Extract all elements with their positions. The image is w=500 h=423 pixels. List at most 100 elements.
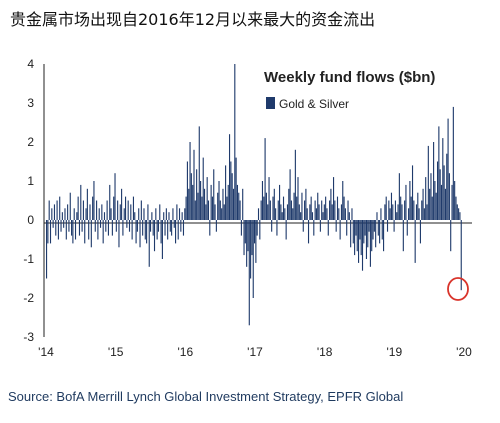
bar: [213, 169, 215, 220]
bar: [329, 200, 331, 220]
bar: [206, 177, 208, 220]
bar: [138, 208, 140, 220]
bar: [369, 220, 371, 267]
x-tick-label: '20: [456, 345, 472, 359]
bar: [294, 149, 296, 220]
bar: [144, 220, 146, 240]
bar: [423, 208, 425, 220]
bar: [343, 196, 345, 220]
bar: [271, 220, 273, 232]
highlight-circle: [447, 277, 469, 301]
bar: [313, 220, 315, 236]
bar: [56, 200, 58, 220]
bar: [67, 204, 69, 220]
bar: [143, 208, 145, 220]
bar: [310, 196, 312, 220]
bar: [269, 200, 271, 220]
bar: [454, 181, 456, 220]
y-tick-label: -1: [23, 252, 34, 266]
bar: [300, 212, 302, 220]
bar: [164, 220, 166, 236]
bar: [231, 173, 233, 220]
bar: [452, 106, 454, 220]
bar: [86, 188, 88, 220]
bar: [197, 192, 199, 220]
bar: [451, 184, 453, 220]
legend-swatch: [266, 97, 275, 109]
bar: [80, 184, 82, 220]
bar: [288, 188, 290, 220]
bar: [290, 200, 292, 220]
bar: [256, 220, 258, 236]
bar: [248, 220, 250, 326]
bar: [178, 208, 181, 220]
x-tick-label: '14: [38, 345, 54, 359]
bar: [417, 192, 419, 220]
bar: [415, 204, 418, 220]
bar: [78, 220, 81, 236]
bar: [393, 220, 395, 232]
bar: [169, 220, 171, 232]
bar: [304, 200, 306, 220]
bar: [105, 220, 107, 232]
bar: [385, 196, 387, 220]
bar: [57, 220, 59, 240]
bar: [438, 126, 440, 220]
bar: [443, 165, 445, 220]
bar: [238, 192, 240, 220]
bar: [338, 208, 340, 220]
bar: [411, 165, 414, 220]
bar: [246, 220, 248, 267]
bar: [429, 188, 431, 220]
bar: [82, 200, 84, 220]
bar: [226, 196, 228, 220]
bar: [214, 204, 216, 220]
x-tick-labels: '14 '15 '16 '17 '18 '19 '20: [38, 345, 472, 359]
bar: [398, 173, 400, 220]
bar: [115, 220, 117, 232]
bar: [275, 208, 277, 220]
bar: [99, 220, 102, 228]
bar: [126, 220, 128, 228]
bar: [297, 177, 299, 220]
bar: [309, 204, 311, 220]
bar: [247, 220, 249, 252]
bar: [292, 208, 294, 220]
bar: [89, 204, 91, 220]
bar: [352, 220, 354, 244]
bar: [84, 220, 86, 244]
bar: [450, 220, 452, 252]
x-tick-label: '17: [247, 345, 263, 359]
bar: [348, 212, 350, 220]
bar: [259, 220, 261, 240]
bar: [255, 220, 257, 263]
bar: [93, 181, 95, 220]
bar: [425, 177, 427, 220]
bar: [157, 220, 160, 232]
y-tick-label: -3: [23, 330, 34, 344]
bar: [131, 220, 133, 240]
bar: [368, 220, 370, 232]
bar: [156, 220, 158, 240]
bar: [377, 220, 379, 236]
bar: [202, 157, 204, 220]
bar: [48, 200, 50, 220]
bar: [228, 134, 231, 220]
bar: [155, 208, 157, 220]
bar: [280, 204, 282, 220]
headline: 贵金属市场出现自2016年12月以来最大的资金流出: [10, 10, 376, 29]
y-tick-label: 1: [27, 174, 34, 188]
bar: [111, 220, 113, 236]
bar: [110, 208, 112, 220]
bar: [436, 161, 439, 220]
bar: [334, 200, 336, 220]
bar: [250, 220, 252, 279]
bar: [153, 220, 156, 252]
bar: [433, 142, 435, 220]
bar: [257, 208, 260, 220]
bar: [147, 204, 149, 220]
bar: [167, 220, 169, 240]
bar: [132, 196, 135, 220]
bar: [161, 220, 163, 259]
